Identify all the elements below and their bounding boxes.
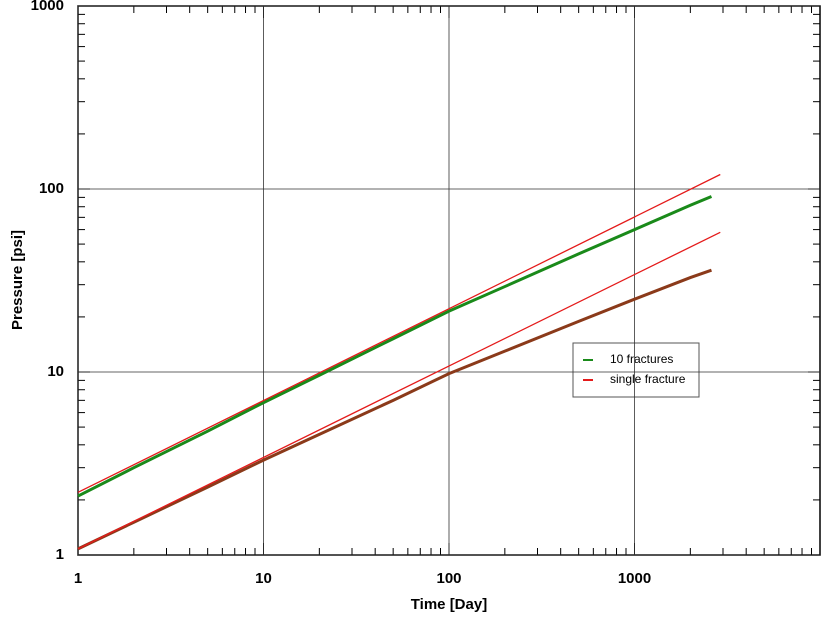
series-line: [77, 231, 721, 550]
x-tick-label: 100: [436, 570, 461, 587]
y-tick-label: 1: [56, 546, 64, 563]
series-line: [77, 268, 712, 551]
y-axis-title: Pressure [psi]: [9, 230, 26, 330]
series-line: [77, 195, 713, 498]
legend-label: 10 fractures: [610, 352, 673, 366]
x-tick-label: 1000: [618, 570, 651, 587]
y-tick-label: 1000: [31, 0, 64, 14]
series-line: [77, 173, 721, 493]
legend-label: single fracture: [610, 372, 686, 386]
y-tick-label: 100: [39, 180, 64, 197]
x-tick-label: 10: [255, 570, 272, 587]
x-tick-label: 1: [74, 570, 82, 587]
x-axis-title: Time [Day]: [411, 596, 487, 613]
y-tick-label: 10: [47, 363, 64, 380]
legend-box: [572, 342, 700, 398]
legend: 10 fractures single fracture: [572, 342, 700, 398]
